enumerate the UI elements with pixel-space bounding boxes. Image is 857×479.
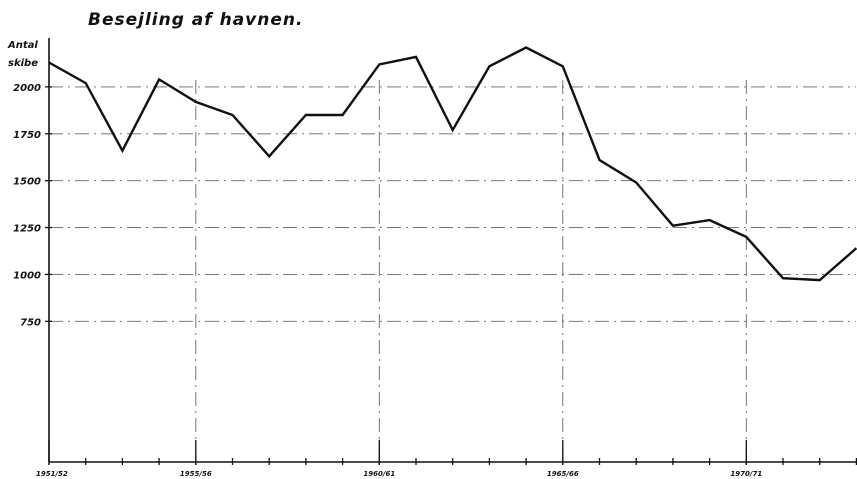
- ticks: 750 1000 1250 1500 1750 2000 1951/52 1955/56 196…: [13, 83, 857, 478]
- series-layer: [48, 46, 857, 282]
- x-tick-label: 1970/71: [730, 470, 762, 478]
- y-tick-label: 1500: [13, 177, 41, 188]
- y-axis-label-line: skibe: [8, 58, 38, 69]
- y-tick-label: 1750: [13, 130, 41, 141]
- series-line: [48, 46, 857, 282]
- y-axis-label: Antal skibe: [7, 40, 38, 69]
- x-tick-label: 1955/56: [180, 470, 212, 478]
- chart-title: Besejling af havnen.: [88, 10, 303, 30]
- y-tick-label: 2000: [13, 83, 41, 94]
- y-axis-label-line: Antal: [7, 40, 38, 51]
- gridlines: [48, 80, 856, 462]
- x-tick-label: 1965/66: [547, 470, 579, 478]
- y-tick-label: 1250: [13, 224, 41, 235]
- x-tick-label: 1951/52: [36, 470, 68, 478]
- axes: [48, 38, 856, 463]
- y-tick-label: 750: [20, 317, 41, 328]
- y-tick-label: 1000: [13, 270, 41, 281]
- x-tick-label: 1960/61: [363, 470, 395, 478]
